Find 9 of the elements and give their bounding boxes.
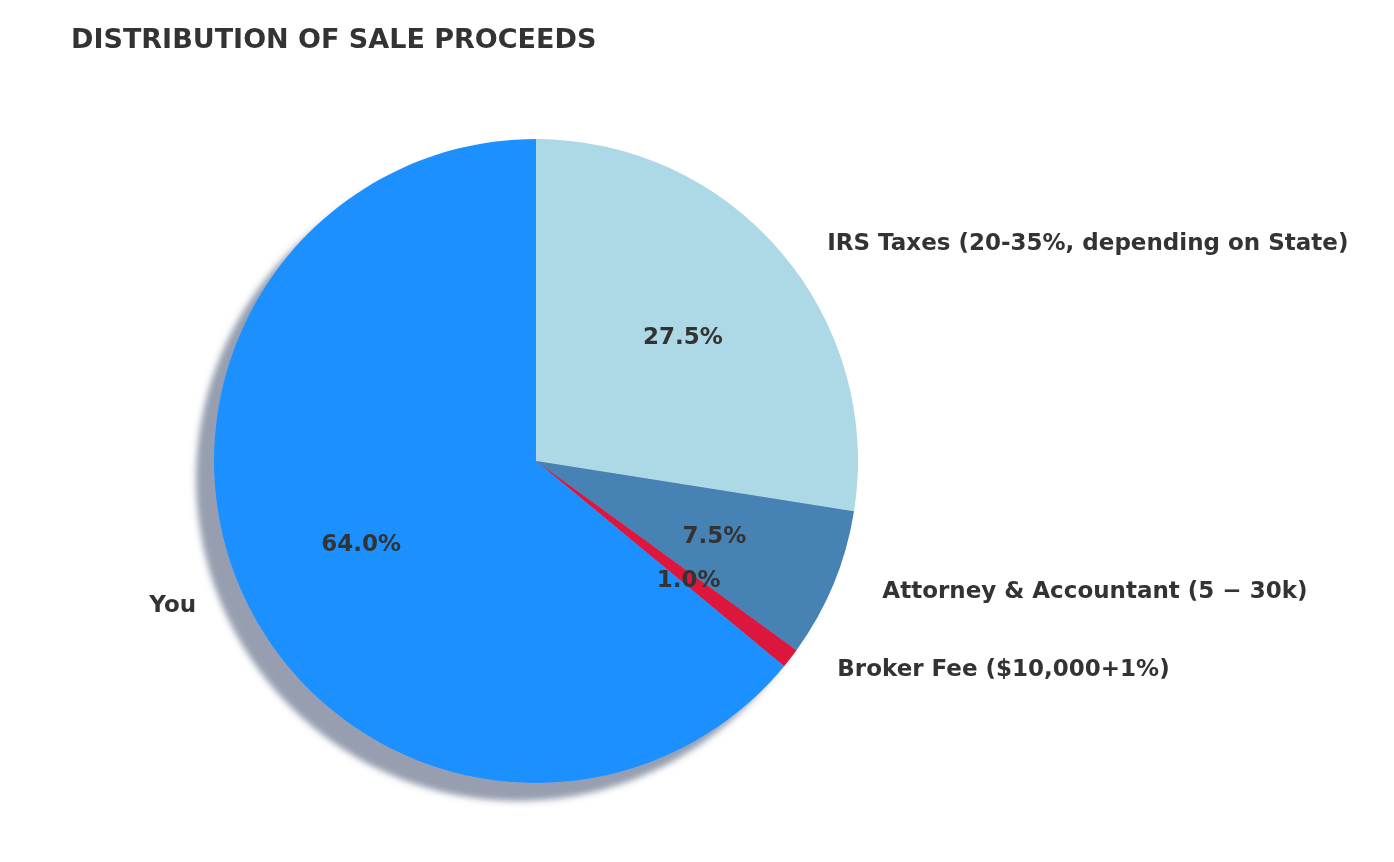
data-label: 1.0%: [656, 566, 721, 593]
slice-label: Broker Fee ($10,000+1%): [837, 654, 1170, 681]
data-label: 7.5%: [682, 521, 747, 548]
slice-label: IRS Taxes (20-35%, depending on State): [827, 229, 1349, 256]
slice-label: You: [148, 591, 197, 618]
slice-label: Attorney & Accountant (5 − 30k): [882, 576, 1308, 603]
chart-title: DISTRIBUTION OF SALE PROCEEDS: [71, 23, 597, 54]
data-label: 27.5%: [643, 322, 723, 349]
data-label: 64.0%: [321, 530, 402, 557]
